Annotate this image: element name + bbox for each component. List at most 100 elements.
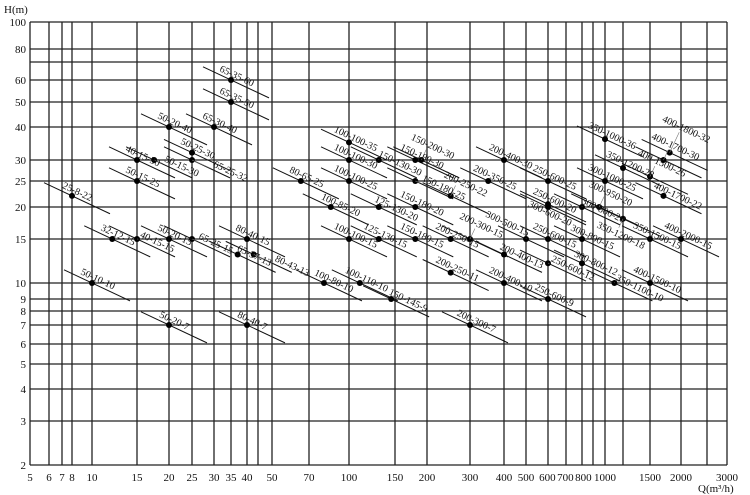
pump-point (545, 236, 551, 242)
performance-line (460, 167, 527, 200)
x-tick-label: 7 (59, 472, 65, 484)
performance-line (519, 167, 587, 200)
pump-model-label: 80-40-7 (236, 310, 269, 333)
pump-model-label: 200-250-11 (434, 255, 481, 285)
y-tick-label: 40 (15, 122, 27, 134)
x-tick-label: 35 (226, 472, 238, 484)
pump-point (447, 269, 454, 276)
performance-line (553, 193, 621, 226)
pump-point (545, 178, 551, 184)
x-tick-label: 20 (164, 472, 176, 484)
x-axis-label: Q(m³/h) (698, 483, 734, 495)
pump-point (447, 236, 454, 242)
performance-line (553, 249, 621, 282)
x-tick-label: 5 (27, 472, 33, 484)
y-axis-label: H(m) (4, 4, 28, 16)
pump-point (228, 77, 234, 83)
performance-line (519, 249, 587, 282)
pump-point (346, 236, 352, 242)
y-tick-label: 20 (15, 202, 27, 214)
pump-point (234, 251, 241, 258)
pump-point (602, 178, 608, 184)
performance-line (295, 269, 363, 302)
performance-line (350, 225, 417, 258)
performance-line (635, 182, 702, 215)
pump-model-label: 400-1700-22 (652, 181, 703, 213)
pump-model-label: 250-600-9 (533, 282, 575, 310)
x-tick-label: 3000 (716, 472, 739, 484)
performance-line (422, 182, 489, 215)
performance-line (84, 225, 151, 258)
performance-line (553, 225, 621, 258)
performance-line (163, 225, 231, 258)
pump-model-label: 200-400-10 (487, 265, 534, 295)
x-tick-label: 30 (209, 472, 221, 484)
performance-line (108, 225, 176, 258)
x-tick-label: 50 (267, 472, 279, 484)
pump-point (228, 99, 234, 105)
x-tick-label: 300 (462, 472, 479, 484)
y-tick-label: 3 (21, 416, 27, 428)
x-tick-label: 400 (496, 472, 513, 484)
performance-line (497, 225, 565, 258)
pump-point (647, 236, 653, 242)
pump-point (501, 251, 507, 258)
label-leader-line (154, 159, 163, 164)
x-tick-label: 700 (557, 472, 574, 484)
pump-point (166, 124, 172, 130)
performance-line (140, 311, 208, 344)
performance-line (209, 240, 276, 273)
performance-line (218, 225, 286, 258)
performance-line (393, 146, 460, 179)
pump-point (602, 136, 608, 143)
y-tick-label: 50 (15, 97, 27, 109)
x-tick-label: 8 (69, 472, 75, 484)
performance-line (202, 88, 270, 121)
label-leader-line (253, 254, 274, 264)
performance-line (320, 146, 388, 179)
performance-line (441, 311, 509, 344)
y-tick-label: 5 (21, 359, 27, 371)
x-tick-label: 70 (304, 472, 316, 484)
pump-point (109, 236, 116, 242)
label-leader-line (415, 180, 421, 184)
pump-point (579, 260, 585, 267)
label-leader-line (469, 228, 476, 240)
performance-line (108, 146, 176, 179)
y-tick-label: 8 (21, 306, 27, 318)
pump-point (89, 280, 95, 286)
pump-point (375, 236, 382, 242)
performance-line (320, 167, 388, 200)
performance-line (320, 225, 388, 258)
pump-point (346, 178, 352, 184)
x-tick-label: 15 (132, 472, 144, 484)
x-tick-label: 100 (341, 472, 358, 484)
pump-point (501, 280, 507, 286)
performance-line (350, 193, 417, 226)
pump-point (134, 157, 140, 163)
y-tick-label: 60 (15, 75, 27, 87)
performance-line (576, 125, 644, 158)
performance-line (320, 128, 388, 161)
x-tick-label: 1000 (594, 472, 617, 484)
x-tick-label: 800 (575, 472, 592, 484)
y-tick-label: 9 (21, 294, 27, 306)
pump-point (660, 192, 667, 199)
pump-point (501, 157, 507, 163)
performance-line (594, 154, 662, 187)
label-leader-line (191, 159, 212, 169)
performance-line (519, 190, 587, 223)
performance-line (350, 146, 417, 179)
pump-point (647, 280, 653, 286)
x-tick-label: 10 (87, 472, 99, 484)
x-tick-label: 200 (419, 472, 436, 484)
performance-line (594, 205, 662, 238)
pump-model-label: 200-300-7 (455, 308, 497, 336)
y-tick-label: 15 (15, 234, 27, 246)
performance-line (586, 269, 653, 302)
pump-point (388, 296, 395, 302)
pump-point (69, 192, 75, 199)
label-leader-line (450, 185, 456, 197)
performance-line (635, 146, 702, 179)
pump-point (166, 236, 172, 242)
